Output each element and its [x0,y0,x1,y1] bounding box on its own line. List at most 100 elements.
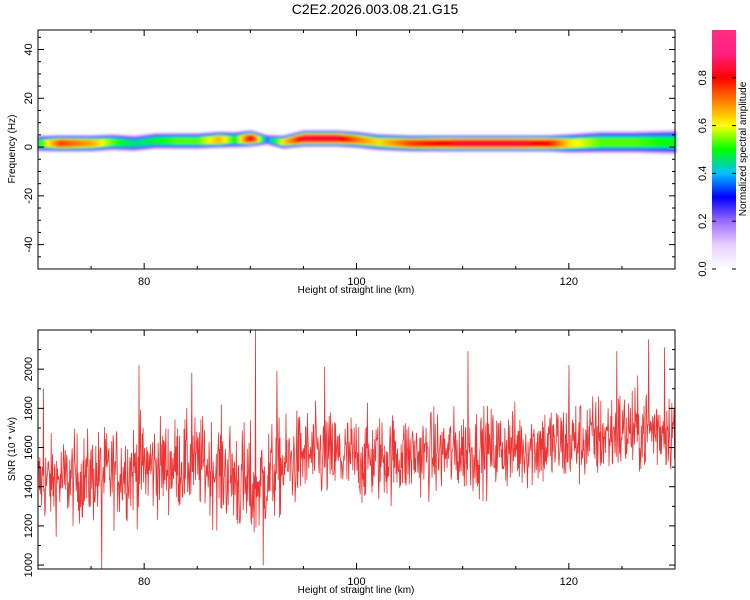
spectral-cell [252,135,255,142]
spectral-cell [392,139,395,147]
spectral-cell [209,136,212,144]
y-tick-label: 40 [23,43,35,55]
spectral-cell [96,139,99,147]
spectral-cell [513,140,516,147]
spectral-cell [510,140,513,147]
spectral-cell [593,138,596,147]
spectral-cell [576,139,579,148]
spectral-cell [537,140,540,147]
spectral-cell [297,136,300,143]
spectral-cell [77,140,80,147]
spectral-cell [663,137,666,148]
spectral-cell [389,139,392,146]
spectral-cell [410,140,413,147]
spectral-cell [420,140,423,147]
spectral-cell [548,140,551,147]
spectral-cell [603,137,606,147]
spectral-cell [480,140,483,147]
spectral-cell [633,137,636,147]
spectral-cell [249,135,252,142]
spectral-cell [275,138,278,144]
y-tick-label: -20 [23,188,35,204]
spectral-cell [665,137,668,148]
y-tick-label: 0 [23,144,35,150]
spectral-cell [371,138,374,145]
spectral-cell [167,137,170,145]
spectral-cell [92,140,95,147]
spectral-cell [246,135,249,143]
spectral-cell [83,140,86,147]
spectral-cell [396,139,399,147]
spectral-cell [71,140,74,147]
spectral-cell [401,139,404,147]
spectral-cell [524,140,527,147]
spectral-cell [338,135,341,143]
spectral-cell [617,137,620,147]
spectral-cell [479,140,482,147]
spectral-cell [345,135,348,143]
spectral-cell [282,139,285,145]
spectral-cell [173,137,176,145]
spectral-cell [327,135,330,142]
spectral-cell [132,140,135,147]
spectral-cell [198,137,201,145]
spectral-cell [614,137,617,147]
spectral-cell [449,140,452,147]
y-tick-label: 1200 [23,514,35,538]
spectral-cell [201,137,204,145]
spectral-cell [668,137,671,148]
spectral-cell [174,137,177,145]
spectral-cell [339,135,342,143]
spectral-cell [80,140,83,147]
spectral-cell [176,137,179,145]
spectral-cell [216,136,219,144]
spectrogram-y-label: Frequency (Hz) [7,115,18,184]
snr-x-ticks: 80 100 120 [37,330,676,588]
spectral-cell [284,139,287,145]
spectral-cell [446,140,449,147]
spectral-cell [278,138,281,145]
spectral-cell [300,135,303,143]
spectral-cell [227,136,230,144]
spectral-cell [515,140,518,147]
spectral-cell [86,140,89,147]
x-tick-label: 120 [560,576,578,588]
spectral-cell [236,136,239,143]
spectral-cell [560,139,563,148]
colorbar: 0.0 0.2 0.4 0.6 0.8 Normalized spectral ampl… [697,30,749,277]
spectral-cell [584,138,587,147]
spectral-cell [197,137,200,145]
spectral-cell [500,140,503,147]
spectral-cell [330,135,333,142]
spectral-cell [387,139,390,146]
spectral-cell [458,140,461,147]
spectral-cell [179,137,182,145]
spectral-cell [522,140,525,147]
spectral-cell [65,140,68,147]
spectral-cell [326,135,329,142]
spectral-cell [438,140,441,147]
spectral-cell [474,140,477,147]
spectral-cell [257,136,260,142]
spectral-cell [539,140,542,147]
spectral-cell [374,138,377,146]
spectral-cell [570,139,573,148]
spectral-cell [294,136,297,144]
spectral-cell [588,138,591,147]
spectral-cell [657,137,660,147]
spectral-cell [465,140,468,147]
spectral-cell [630,137,633,147]
spectral-cell [669,137,672,148]
spectral-cell [672,137,675,148]
spectral-cell [62,140,65,147]
spectral-cell [455,140,458,147]
spectral-cell [483,140,486,147]
spectral-cell [540,140,543,147]
spectral-cell [618,137,621,147]
spectral-cell [171,137,174,145]
spectral-cell [386,139,389,146]
spectral-cell [212,136,215,144]
spectral-cell [429,140,432,147]
spectral-cell [264,137,267,142]
spectral-cell [41,140,44,147]
